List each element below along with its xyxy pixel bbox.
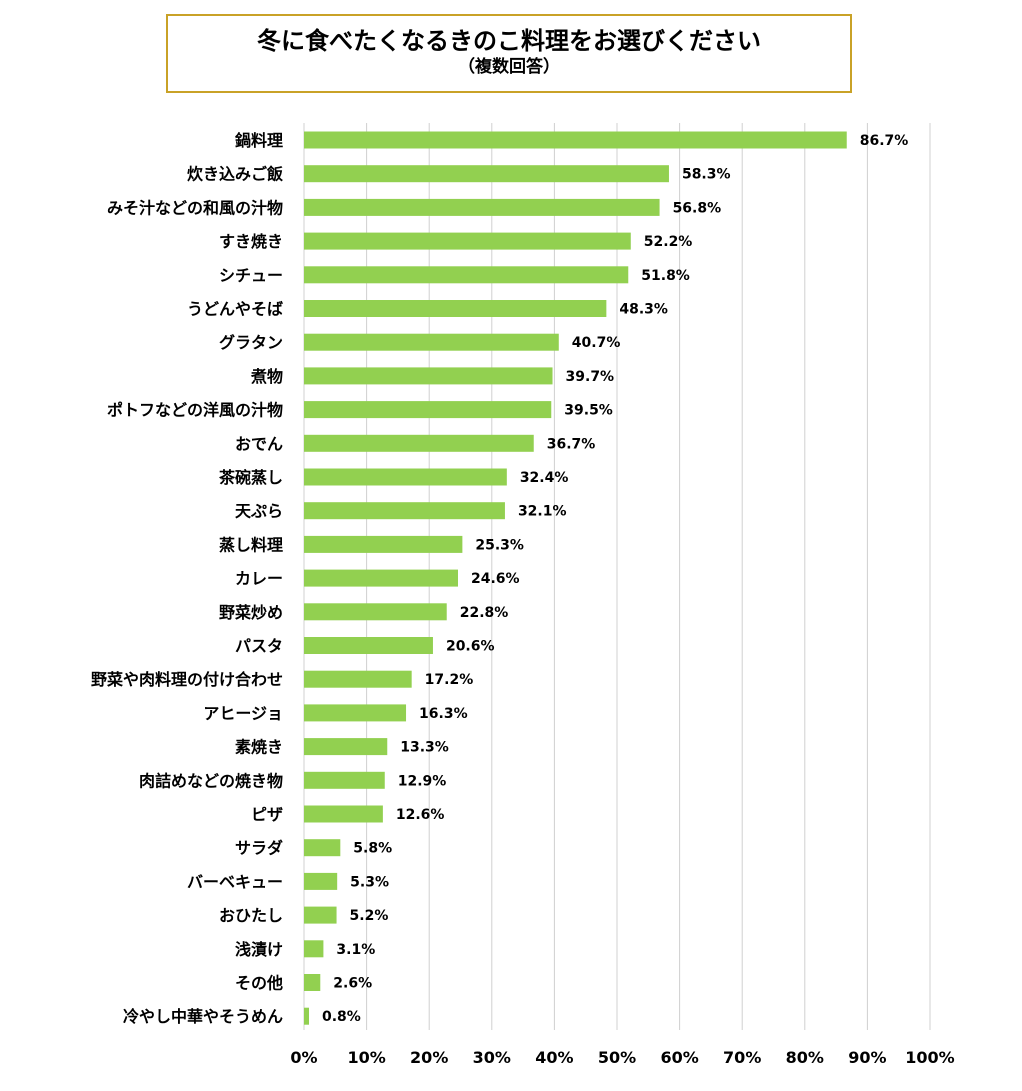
data-label: 20.6% bbox=[446, 639, 495, 655]
data-label: 22.8% bbox=[460, 605, 509, 621]
bar bbox=[304, 165, 669, 183]
data-label: 3.1% bbox=[336, 942, 375, 958]
data-label: 5.8% bbox=[353, 841, 392, 857]
category-label: 肉詰めなどの焼き物 bbox=[139, 771, 283, 790]
bar bbox=[304, 333, 559, 351]
data-label: 39.5% bbox=[564, 403, 613, 419]
bar bbox=[304, 940, 324, 958]
category-label: パスタ bbox=[235, 637, 283, 656]
category-label: 浅漬け bbox=[235, 940, 283, 959]
category-label: その他 bbox=[235, 974, 283, 993]
bar bbox=[304, 535, 463, 553]
bar bbox=[304, 805, 383, 823]
x-tick-label: 40% bbox=[535, 1048, 573, 1067]
category-label: 素焼き bbox=[235, 738, 283, 757]
category-label: 鍋料理 bbox=[235, 131, 283, 150]
bar bbox=[304, 704, 407, 722]
data-label: 0.8% bbox=[322, 1009, 361, 1025]
data-label: 2.6% bbox=[333, 976, 372, 992]
category-label: アヒージョ bbox=[203, 704, 283, 723]
x-tick-label: 90% bbox=[848, 1048, 886, 1067]
category-label: 蒸し料理 bbox=[219, 535, 283, 554]
category-label: 天ぷら bbox=[235, 502, 283, 521]
data-label: 39.7% bbox=[566, 369, 615, 385]
category-label: 野菜炒め bbox=[219, 603, 283, 622]
category-label: おでん bbox=[235, 434, 283, 453]
data-label: 32.4% bbox=[520, 470, 569, 486]
chart-title: 冬に食べたくなるきのこ料理をお選びください bbox=[257, 27, 761, 55]
category-label: カレー bbox=[235, 569, 283, 588]
bar bbox=[304, 300, 607, 317]
data-label: 5.2% bbox=[350, 908, 389, 924]
category-label: ピザ bbox=[251, 805, 283, 824]
bar bbox=[304, 232, 631, 250]
data-label: 51.8% bbox=[641, 268, 690, 284]
bar bbox=[304, 670, 412, 688]
category-label: シチュー bbox=[219, 266, 283, 285]
x-tick-label: 60% bbox=[660, 1048, 698, 1067]
category-label: ポトフなどの洋風の汁物 bbox=[107, 401, 283, 420]
data-label: 12.9% bbox=[398, 773, 447, 789]
category-label: 茶碗蒸し bbox=[218, 468, 283, 487]
x-tick-label: 0% bbox=[290, 1048, 317, 1067]
data-label: 17.2% bbox=[425, 672, 474, 688]
category-label: グラタン bbox=[219, 333, 283, 352]
bar bbox=[304, 131, 847, 149]
x-tick-label: 10% bbox=[347, 1048, 385, 1067]
bar bbox=[304, 603, 447, 621]
category-label: おひたし bbox=[219, 906, 283, 925]
category-label: サラダ bbox=[235, 839, 283, 858]
category-label: バーベキュー bbox=[187, 872, 283, 891]
bar bbox=[304, 637, 433, 654]
chart-title-box: 冬に食べたくなるきのこ料理をお選びください （複数回答） bbox=[166, 14, 852, 93]
category-label: 炊き込みご飯 bbox=[187, 165, 283, 184]
data-label: 24.6% bbox=[471, 571, 520, 587]
category-label: みそ汁などの和風の汁物 bbox=[107, 198, 283, 217]
data-label: 86.7% bbox=[860, 133, 909, 149]
bar bbox=[304, 906, 337, 924]
bar bbox=[304, 367, 553, 385]
data-label: 16.3% bbox=[419, 706, 468, 722]
bar bbox=[304, 502, 505, 520]
data-label: 58.3% bbox=[682, 167, 731, 183]
category-label: 冷やし中華やそうめん bbox=[123, 1007, 283, 1026]
bar bbox=[304, 266, 629, 284]
data-label: 56.8% bbox=[673, 200, 722, 216]
data-label: 40.7% bbox=[572, 335, 621, 351]
category-label: すき焼き bbox=[219, 232, 283, 251]
bar bbox=[304, 198, 660, 216]
data-label: 32.1% bbox=[518, 504, 567, 520]
category-label: 野菜や肉料理の付け合わせ bbox=[91, 670, 283, 689]
category-label: 煮物 bbox=[250, 367, 283, 386]
category-label: うどんやそば bbox=[187, 300, 283, 319]
data-label: 13.3% bbox=[400, 740, 449, 756]
data-label: 5.3% bbox=[350, 874, 389, 890]
bar bbox=[304, 771, 385, 789]
data-label: 12.6% bbox=[396, 807, 445, 823]
x-tick-label: 50% bbox=[598, 1048, 636, 1067]
bar bbox=[304, 839, 341, 857]
bar bbox=[304, 738, 388, 756]
bar bbox=[304, 434, 534, 452]
x-tick-label: 70% bbox=[723, 1048, 761, 1067]
data-label: 36.7% bbox=[547, 436, 596, 452]
x-tick-label: 20% bbox=[410, 1048, 448, 1067]
bar bbox=[304, 974, 321, 991]
data-label: 52.2% bbox=[644, 234, 693, 250]
x-tick-label: 100% bbox=[905, 1048, 954, 1067]
x-tick-label: 80% bbox=[786, 1048, 824, 1067]
data-label: 25.3% bbox=[475, 537, 524, 553]
x-tick-label: 30% bbox=[473, 1048, 511, 1067]
chart-subtitle: （複数回答） bbox=[458, 57, 560, 77]
bar bbox=[304, 401, 552, 419]
bar bbox=[304, 1007, 310, 1025]
bar bbox=[304, 468, 507, 486]
bar bbox=[304, 569, 458, 587]
bar bbox=[304, 872, 338, 890]
data-label: 48.3% bbox=[619, 302, 668, 318]
